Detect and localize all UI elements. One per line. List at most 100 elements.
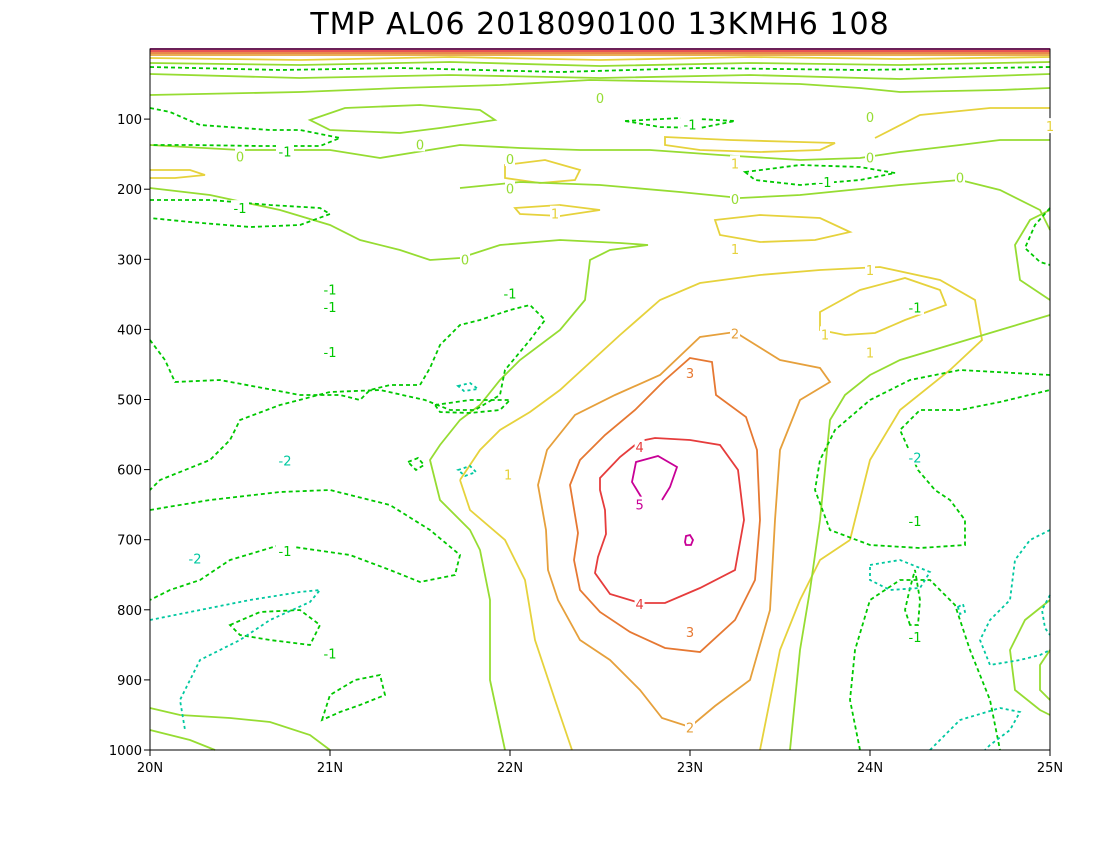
contour-level-minus1-h [406,456,426,472]
contour-label: -1 [909,302,922,317]
contour-level-minus2-d [929,707,1022,751]
contour-level-1-band [664,136,836,153]
contour-level-minus1-c [149,304,547,491]
contour-label: 1 [821,328,829,343]
contour-level-1-upper2 [513,204,601,217]
contour-label-bg [730,325,740,341]
top-dense-bands [149,48,1051,80]
contour-label-bg [276,452,294,468]
contour-label: -1 [279,545,292,560]
contour-label-bg [730,155,740,171]
contour-level-0-top1 [307,104,498,134]
contour-level-0-right [789,314,1051,751]
contour-level-minus2-b [869,559,932,591]
contour-level-minus1-e [228,609,322,646]
x-tick-label: 23N [677,761,703,776]
contour-level-minus2-a [149,588,323,731]
contour-label: 1 [504,469,512,484]
contour-labels: 5 4 4 3 3 2 2 1 1 1 1 1 1 1 1 0 0 0 0 0 0 0 0 0 0 -1 -1 -1 -1 -1 -1 -1 -… [186,90,1055,737]
contour-label-bg [865,344,875,360]
y-tick-label: 800 [117,604,142,619]
contour-label-bg [1045,118,1055,134]
contour-level-3 [569,357,761,653]
contour-label-bg [865,149,875,165]
contour-label: 1 [866,264,874,279]
contour-label: -1 [819,176,832,191]
contour-level-2 [537,331,832,729]
contour-label: 0 [506,182,514,197]
y-tick-label: 900 [117,674,142,689]
contour-label: 0 [731,193,739,208]
contour-level-minus2-g [456,382,481,392]
y-tick-label: 700 [117,534,142,549]
contour-label: -1 [504,288,517,303]
contour-level-1-right-band [874,107,1050,139]
contour-level-minus1-f [320,673,387,722]
contour-level-minus1-k [904,569,921,626]
contour-label-bg [235,148,245,164]
contour-label-bg [634,496,645,512]
top-band-f [149,61,1051,67]
contour-label: 1 [866,347,874,362]
contour-label-bg [231,200,249,216]
contour-level-minus1-g [433,399,513,414]
contour-level-0-right2 [1014,209,1051,301]
contour-level-minus1-b [149,107,344,147]
y-tick-label: 200 [117,183,142,198]
contour-label-bg [460,251,470,267]
x-axis: 20N 21N 22N 23N 24N 25N [137,750,1063,776]
contour-level-0-mid [459,179,1051,231]
contour-label-bg [906,512,924,528]
contour-label: 2 [731,328,739,343]
contour-label-bg [276,143,294,159]
contour-label: -1 [324,647,337,662]
contour-label: 4 [635,441,643,456]
y-tick-label: 1000 [109,744,142,759]
contour-label-bg [906,629,924,645]
contour-label: -1 [909,515,922,530]
contour-level-minus1-i [814,369,1051,549]
contour-level-minus2-e [1041,594,1051,636]
contour-level-minus2-f [456,464,478,478]
contour-label: 5 [635,499,643,514]
contour-level-minus2-c [979,529,1051,667]
contour-level-4 [594,437,745,604]
contour-level-1-right [759,539,851,751]
contour-label: -1 [234,202,247,217]
contour-label-bg [321,343,339,359]
contour-label: 0 [956,171,964,186]
contour-level-1-upper3 [504,159,582,184]
x-tick-label: 22N [497,761,523,776]
contour-level-0-top2 [149,139,1050,161]
contour-label-bg [955,169,965,185]
contour-lines [149,48,1051,751]
contour-label: -1 [324,346,337,361]
contour-label-bg [186,550,204,566]
contour-level-0-top3 [149,79,1051,96]
contour-level-1-left [459,479,573,751]
top-band-g [149,66,1051,73]
contour-level-minus1-l [742,164,896,186]
contour-label-bg [865,108,875,124]
contour-label: 1 [731,243,739,258]
contour-level-0-right-small [1039,649,1051,701]
contour-label: 1 [1046,120,1054,135]
contour-label-bg [685,624,695,640]
contour-label: 0 [461,253,469,268]
contour-label-bg [634,596,645,612]
contour-label: -1 [279,145,292,160]
contour-level-1-upper [713,214,853,243]
contour-level-0-right-curve [1009,599,1051,716]
contour-label: -1 [684,119,697,134]
contour-label-bg [730,240,740,256]
contour-label: -1 [909,631,922,646]
contour-level-5-small [684,533,695,546]
contour-label-bg [501,285,519,301]
contour-label-bg [816,174,834,190]
contour-label-bg [415,136,425,152]
contour-level-0-main [149,187,649,751]
contour-level-1-ring [819,277,948,336]
contour-label: -1 [324,283,337,298]
y-tick-label: 300 [117,253,142,268]
contour-level-5 [631,455,679,501]
